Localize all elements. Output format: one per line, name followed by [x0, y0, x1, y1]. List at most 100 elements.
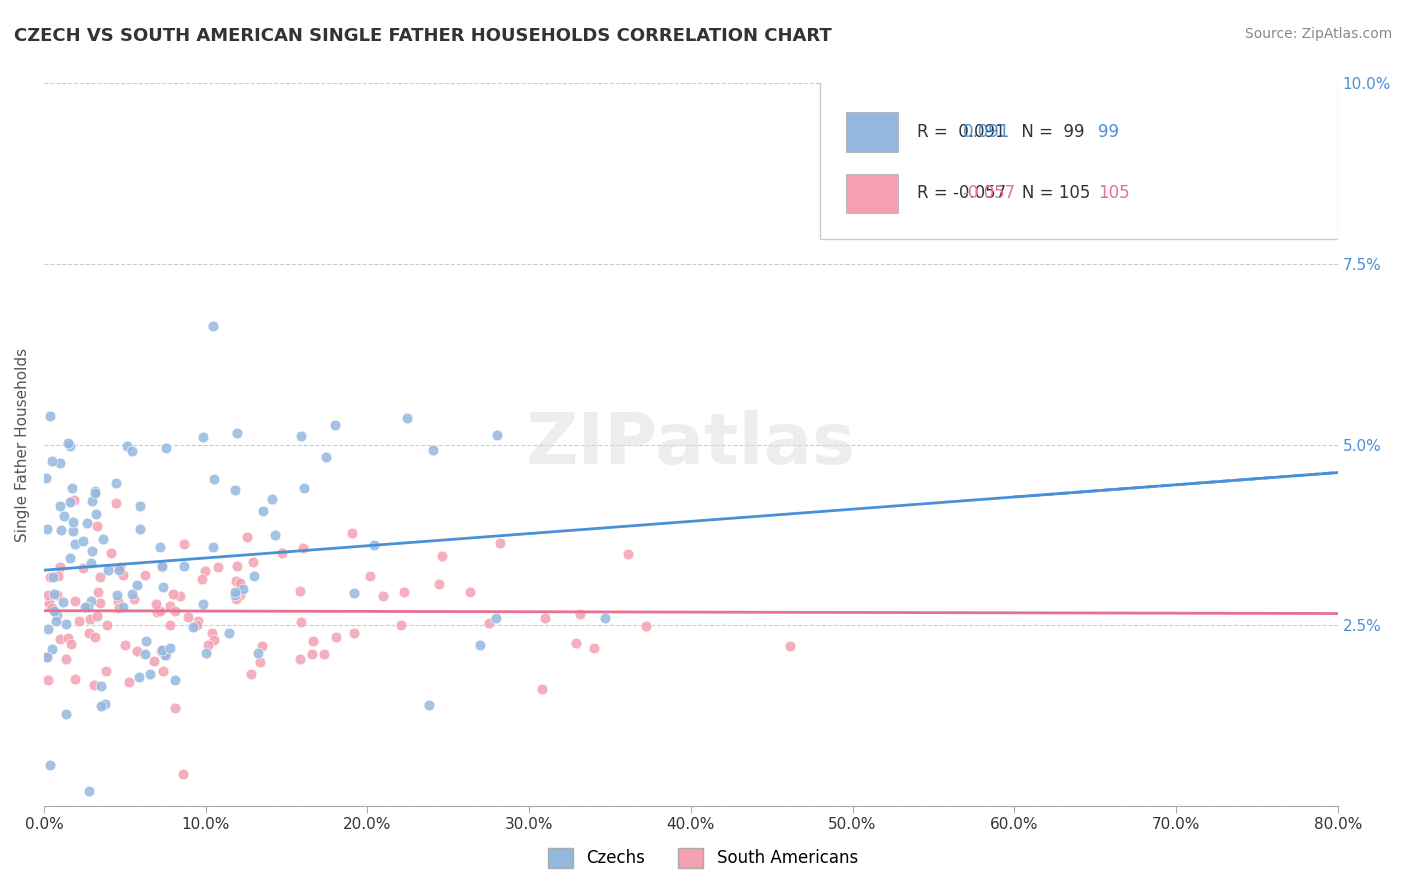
Czechs — [224, 483, 246, 498]
South Americans — [111, 568, 134, 582]
South Americans — [146, 606, 169, 620]
Czechs — [90, 699, 112, 714]
Czechs — [49, 457, 72, 471]
Czechs — [153, 648, 176, 663]
Czechs — [73, 600, 96, 615]
Czechs — [262, 491, 284, 506]
South Americans — [359, 568, 381, 582]
Czechs — [90, 679, 112, 693]
Czechs — [152, 580, 174, 594]
Czechs — [41, 642, 63, 657]
South Americans — [77, 625, 100, 640]
FancyBboxPatch shape — [846, 112, 898, 152]
Czechs — [323, 417, 346, 432]
Text: Source: ZipAtlas.com: Source: ZipAtlas.com — [1244, 27, 1392, 41]
South Americans — [389, 618, 412, 632]
South Americans — [177, 609, 200, 624]
South Americans — [79, 612, 101, 626]
South Americans — [173, 537, 195, 551]
South Americans — [41, 601, 63, 615]
South Americans — [35, 650, 58, 665]
Czechs — [63, 537, 86, 551]
Czechs — [37, 649, 59, 664]
Text: 105: 105 — [1098, 185, 1130, 202]
Czechs — [105, 475, 128, 490]
Czechs — [149, 541, 172, 555]
Czechs — [139, 666, 162, 681]
Czechs — [194, 647, 217, 661]
South Americans — [155, 648, 177, 662]
Czechs — [127, 577, 149, 591]
Czechs — [80, 544, 103, 558]
South Americans — [100, 546, 122, 560]
South Americans — [63, 672, 86, 686]
FancyBboxPatch shape — [820, 79, 1337, 239]
Czechs — [315, 450, 337, 465]
South Americans — [290, 615, 312, 630]
Czechs — [77, 600, 100, 615]
Text: 99: 99 — [1098, 123, 1119, 141]
South Americans — [636, 619, 658, 633]
Czechs — [173, 559, 195, 574]
Czechs — [82, 493, 104, 508]
South Americans — [169, 589, 191, 603]
South Americans — [159, 599, 181, 613]
Czechs — [55, 707, 77, 722]
South Americans — [172, 766, 194, 780]
Czechs — [485, 611, 508, 625]
Czechs — [35, 522, 58, 536]
South Americans — [46, 588, 69, 602]
Czechs — [159, 640, 181, 655]
South Americans — [373, 589, 395, 603]
Czechs — [115, 439, 138, 453]
South Americans — [83, 678, 105, 692]
Czechs — [121, 587, 143, 601]
Czechs — [59, 439, 82, 453]
South Americans — [197, 638, 219, 652]
Czechs — [91, 533, 114, 547]
Czechs — [343, 586, 366, 600]
South Americans — [186, 617, 208, 632]
Czechs — [224, 589, 246, 603]
Czechs — [42, 587, 65, 601]
Text: ZIPatlas: ZIPatlas — [526, 410, 856, 479]
Czechs — [62, 524, 84, 539]
South Americans — [564, 636, 586, 650]
Czechs — [52, 509, 75, 524]
Czechs — [422, 443, 444, 458]
South Americans — [240, 667, 263, 681]
Czechs — [218, 625, 240, 640]
South Americans — [325, 630, 347, 644]
South Americans — [270, 546, 292, 560]
South Americans — [118, 675, 141, 690]
South Americans — [290, 584, 312, 599]
Czechs — [150, 558, 173, 573]
South Americans — [107, 601, 129, 615]
Czechs — [84, 508, 107, 522]
South Americans — [39, 570, 62, 584]
South Americans — [67, 614, 90, 628]
South Americans — [46, 569, 69, 583]
South Americans — [114, 638, 136, 652]
Czechs — [93, 697, 115, 711]
Czechs — [224, 585, 246, 599]
Czechs — [59, 494, 82, 508]
Czechs — [242, 569, 264, 583]
South Americans — [86, 519, 108, 533]
South Americans — [301, 647, 323, 661]
South Americans — [150, 644, 173, 658]
South Americans — [105, 496, 128, 510]
South Americans — [124, 592, 146, 607]
South Americans — [312, 647, 335, 661]
Czechs — [55, 617, 77, 632]
South Americans — [142, 654, 165, 668]
South Americans — [163, 604, 186, 618]
Czechs — [191, 430, 214, 444]
FancyBboxPatch shape — [846, 174, 898, 213]
South Americans — [87, 585, 110, 599]
South Americans — [37, 588, 59, 602]
South Americans — [252, 640, 274, 654]
South Americans — [165, 701, 187, 715]
South Americans — [149, 604, 172, 618]
Czechs — [121, 444, 143, 458]
